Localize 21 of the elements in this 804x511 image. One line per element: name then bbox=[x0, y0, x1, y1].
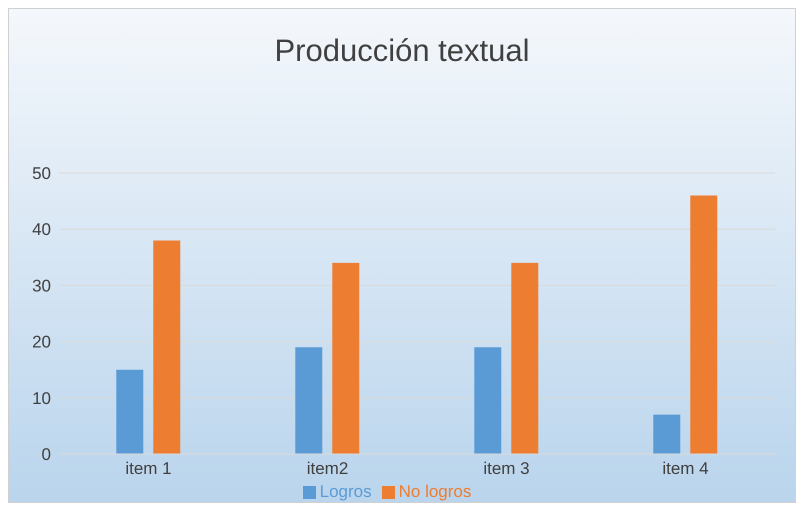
chart-title: Producción textual bbox=[273, 32, 531, 70]
y-tick-label: 20 bbox=[32, 332, 51, 352]
x-tick-label: item 1 bbox=[125, 459, 172, 478]
bar bbox=[511, 262, 538, 454]
y-tick-label: 40 bbox=[32, 220, 51, 240]
bar bbox=[690, 195, 718, 454]
legend-label: Logros bbox=[320, 482, 372, 501]
legend-label: No logros bbox=[398, 482, 472, 501]
y-tick-label: 0 bbox=[42, 445, 51, 464]
bar bbox=[116, 370, 144, 454]
bar bbox=[474, 347, 502, 454]
x-tick-label: item 3 bbox=[483, 459, 530, 478]
bar bbox=[653, 414, 680, 454]
bar bbox=[153, 240, 180, 454]
bar bbox=[332, 262, 360, 454]
y-tick-label: 10 bbox=[32, 388, 51, 408]
y-tick-label: 50 bbox=[32, 164, 51, 184]
y-tick-label: 30 bbox=[32, 276, 51, 296]
x-tick-label: item 4 bbox=[662, 459, 709, 478]
x-tick-label: item2 bbox=[306, 459, 348, 478]
bar bbox=[295, 347, 322, 454]
